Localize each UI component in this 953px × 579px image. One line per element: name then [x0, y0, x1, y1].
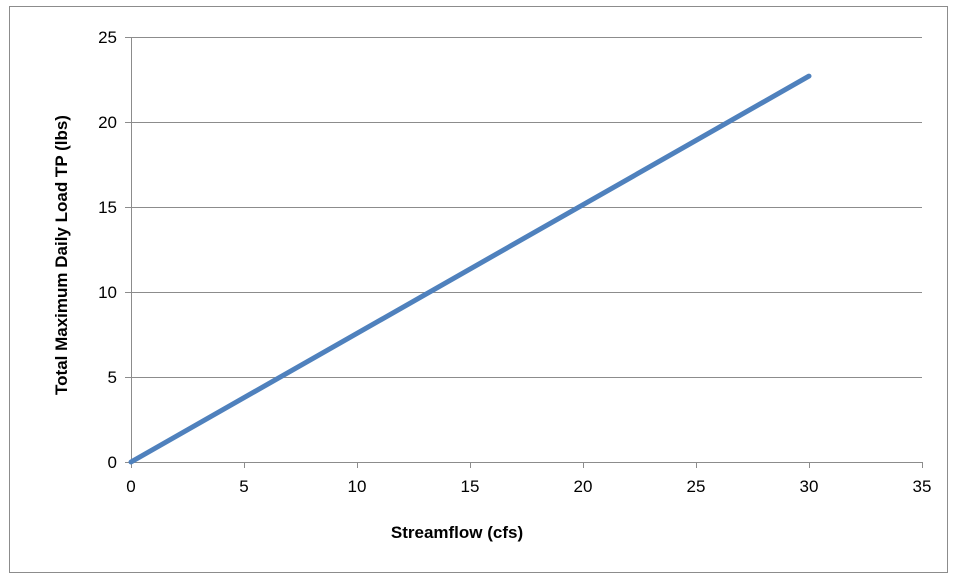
x-tick-label-2: 10: [348, 477, 367, 496]
x-tick-label-3: 15: [461, 477, 480, 496]
x-axis-title: Streamflow (cfs): [391, 523, 523, 542]
x-tick-label-7: 35: [913, 477, 932, 496]
y-axis-title: Total Maximum Daily Load TP (lbs): [52, 115, 71, 395]
x-tick-label-5: 25: [687, 477, 706, 496]
y-tick-label-4: 20: [98, 113, 117, 132]
x-tick-label-4: 20: [574, 477, 593, 496]
x-tick-label-0: 0: [126, 477, 135, 496]
y-tick-label-0: 0: [108, 453, 117, 472]
y-tick-label-1: 5: [108, 368, 117, 387]
x-tick-label-1: 5: [239, 477, 248, 496]
x-tick-label-6: 30: [800, 477, 819, 496]
chart-area: 0 5 10 15 20 25 0 5 10 15 20 25 30 35 Streamflow (cfs…: [9, 6, 948, 573]
line-chart: 0 5 10 15 20 25 0 5 10 15 20 25 30 35 Streamflow (cfs…: [52, 28, 931, 542]
axes: [125, 37, 923, 468]
y-tick-label-5: 25: [98, 28, 117, 47]
tick-labels: 0 5 10 15 20 25 0 5 10 15 20 25 30 35: [98, 28, 931, 496]
gridlines: [131, 37, 922, 378]
y-tick-label-2: 10: [98, 283, 117, 302]
series-layer: [128, 73, 812, 465]
y-tick-label-3: 15: [98, 198, 117, 217]
series-line-0: [128, 73, 812, 465]
